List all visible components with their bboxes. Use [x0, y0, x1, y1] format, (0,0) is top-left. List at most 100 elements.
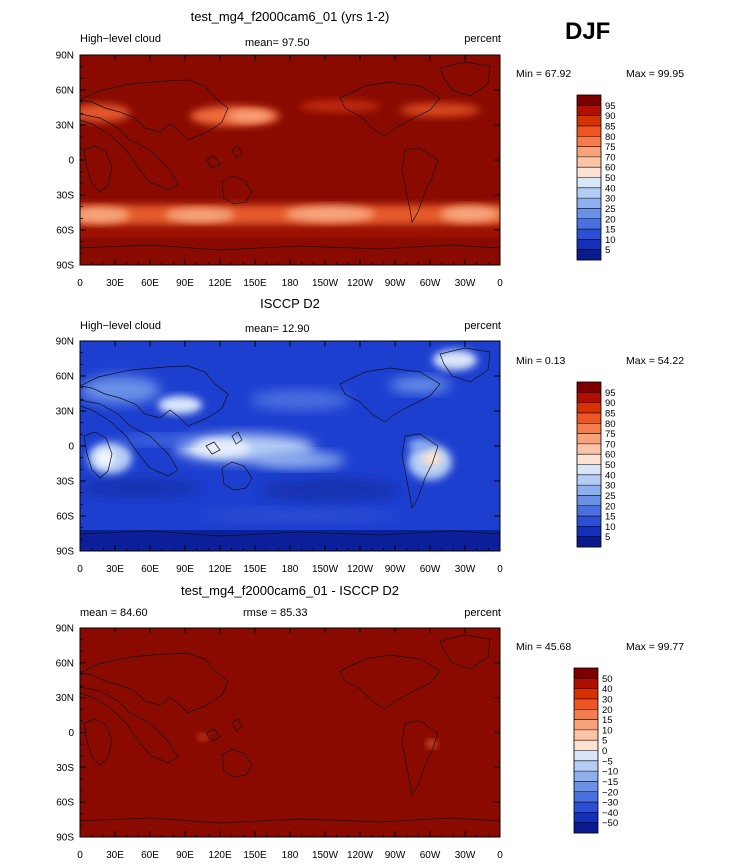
colorbar-label: −50 — [602, 818, 618, 829]
x-tick-label: 90E — [176, 278, 194, 289]
panel-title: test_mg4_f2000cam6_01 - ISCCP D2 — [181, 583, 399, 598]
colorbar-swatch — [574, 760, 598, 772]
x-tick-label: 30E — [106, 278, 124, 289]
colorbar-swatch — [577, 526, 601, 537]
colorbar-label: 20 — [602, 705, 613, 716]
x-tick-label: 30E — [106, 850, 124, 861]
y-tick-label: 60N — [56, 372, 74, 383]
min-label: Min = 0.13 — [516, 355, 565, 367]
x-tick-label: 150W — [312, 564, 339, 575]
colorbar-swatch — [577, 218, 601, 230]
x-tick-label: 90W — [385, 278, 406, 289]
colorbar-label: −5 — [602, 756, 613, 767]
panel-units-label: percent — [464, 33, 501, 45]
x-tick-label: 120W — [347, 278, 374, 289]
y-tick-label: 30N — [56, 121, 74, 132]
colorbar-label: −10 — [602, 767, 618, 778]
colorbar-label: 90 — [605, 398, 616, 409]
x-axis-ticks: 0 30E 60E 90E 120E 150E 180 150W 120W 90W 60W 30W 0 — [77, 628, 503, 861]
colorbar-swatch — [577, 95, 601, 106]
x-tick-label: 120W — [347, 850, 374, 861]
colorbar-swatch — [577, 156, 601, 168]
colorbar-label: 85 — [605, 408, 616, 419]
y-tick-label: 30S — [56, 477, 74, 488]
colorbar-swatch — [574, 750, 598, 762]
colorbar-swatch — [574, 678, 598, 689]
colorbar-label: 85 — [605, 121, 616, 132]
coastlines — [80, 634, 500, 824]
max-label: Max = 54.22 — [626, 355, 684, 367]
colorbar-label: −40 — [602, 808, 618, 819]
colorbar-label: 80 — [605, 419, 616, 430]
colorbar-swatch — [574, 698, 598, 710]
y-tick-label: 90S — [56, 547, 74, 558]
colorbar-swatch — [574, 802, 598, 813]
colorbar-label: −20 — [602, 787, 618, 798]
panel-title: ISCCP D2 — [260, 296, 320, 311]
colorbar-swatch — [574, 740, 598, 751]
colorbar-swatch — [574, 822, 598, 834]
x-axis-ticks: 0 30E 60E 90E 120E 150E 180 150W 120W 90W 60W 30W 0 — [77, 55, 503, 289]
y-tick-label: 0 — [68, 442, 74, 453]
colorbar-swatch — [577, 412, 601, 424]
colorbar-label: 30 — [605, 481, 616, 492]
colorbar-label: 5 — [605, 245, 610, 256]
x-tick-label: 60E — [141, 564, 159, 575]
colorbar-label: 20 — [605, 501, 616, 512]
coastlines — [80, 347, 500, 537]
colorbar-swatch — [577, 208, 601, 220]
panel-diff: test_mg4_f2000cam6_01 - ISCCP D2 mean = … — [56, 583, 685, 861]
max-label: Max = 99.77 — [626, 641, 684, 653]
colorbar-swatch — [577, 474, 601, 486]
colorbar-label: 30 — [605, 194, 616, 205]
coastlines — [80, 61, 500, 251]
colorbar-label: 5 — [605, 532, 610, 543]
x-tick-label: 30W — [455, 564, 476, 575]
colorbar-label: 25 — [605, 491, 616, 502]
colorbar-swatch — [574, 781, 598, 793]
y-tick-label: 60N — [56, 658, 74, 669]
colorbar-swatch — [577, 167, 601, 178]
colorbar-label: 15 — [605, 512, 616, 523]
x-tick-label: 120E — [208, 564, 232, 575]
x-tick-label: 0 — [497, 564, 503, 575]
colorbar-label: 25 — [605, 204, 616, 215]
colorbar-swatch — [577, 187, 601, 199]
x-tick-label: 150W — [312, 278, 339, 289]
colorbar-swatch — [577, 146, 601, 158]
colorbar-label: 50 — [605, 173, 616, 184]
colorbar-label: 30 — [602, 694, 613, 705]
x-tick-label: 150E — [243, 564, 267, 575]
colorbar-swatch — [577, 105, 601, 116]
x-tick-label: 90E — [176, 850, 194, 861]
colorbar-label: 20 — [605, 214, 616, 225]
y-tick-label: 60S — [56, 226, 74, 237]
x-tick-label: 0 — [77, 564, 83, 575]
y-tick-label: 30S — [56, 191, 74, 202]
colorbar-label: 60 — [605, 163, 616, 174]
y-tick-label: 60S — [56, 798, 74, 809]
panel-left-label: High−level cloud — [80, 320, 161, 332]
y-axis-ticks: 90N 60N 30N 0 30S 60S 90S — [56, 337, 500, 558]
colorbar-swatch — [577, 198, 601, 209]
colorbar-label: 10 — [602, 725, 613, 736]
y-axis-ticks: 90N 60N 30N 0 30S 60S 90S — [56, 624, 500, 844]
x-tick-label: 60W — [420, 278, 441, 289]
colorbar-swatch — [574, 791, 598, 803]
colorbar-label: 75 — [605, 429, 616, 440]
season-label: DJF — [565, 18, 610, 45]
colorbar-label: 75 — [605, 142, 616, 153]
x-tick-label: 180 — [282, 564, 299, 575]
y-tick-label: 90N — [56, 624, 74, 635]
colorbar-swatch — [574, 812, 598, 823]
colorbar-label: 15 — [605, 225, 616, 236]
x-tick-label: 0 — [497, 850, 503, 861]
x-tick-label: 30E — [106, 564, 124, 575]
x-tick-label: 60E — [141, 850, 159, 861]
colorbar-label: 90 — [605, 111, 616, 122]
colorbar-label: 10 — [605, 522, 616, 533]
panel-units-label: percent — [464, 607, 501, 619]
colorbar-label: 70 — [605, 439, 616, 450]
